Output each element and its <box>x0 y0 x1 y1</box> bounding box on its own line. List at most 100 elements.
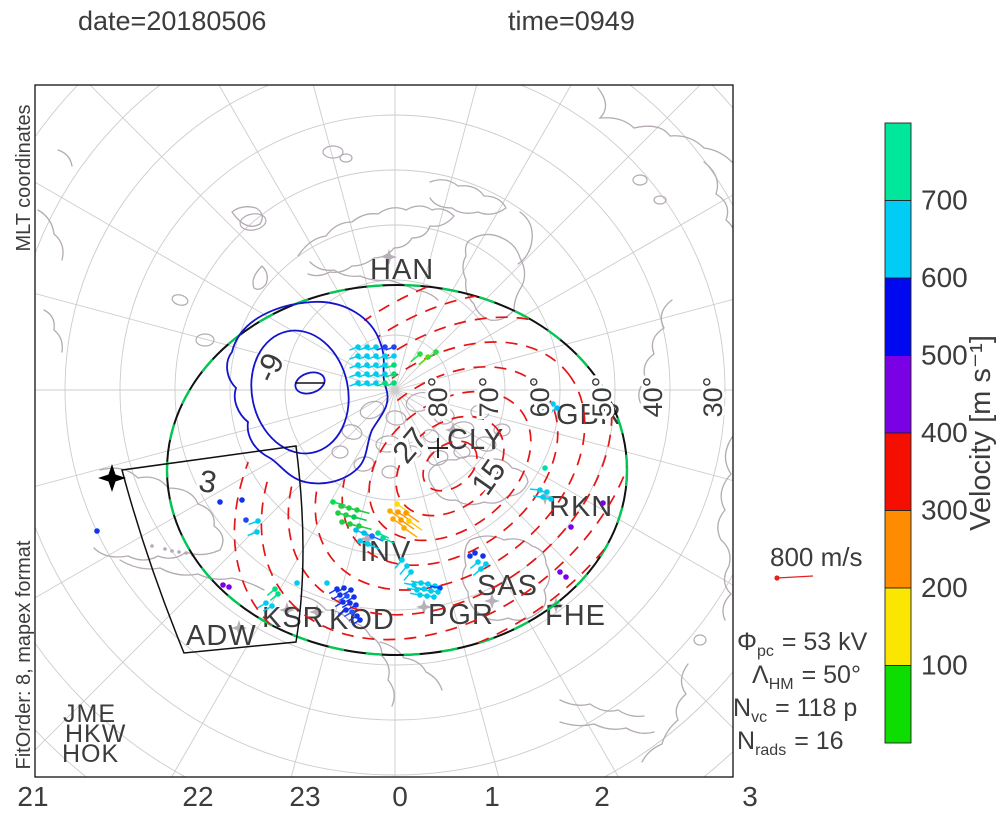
velocity-vector-dot <box>353 602 359 608</box>
velocity-vector-dot <box>364 371 370 377</box>
spacecraft-diamond-marker <box>98 464 126 492</box>
colorbar-segment <box>884 122 912 201</box>
island <box>171 294 189 306</box>
colorbar-tick-label: 100 <box>921 650 968 681</box>
velocity-vector-dot <box>365 541 371 547</box>
velocity-vector-dot <box>226 584 232 590</box>
velocity-vector-dot <box>220 582 226 588</box>
island-dot <box>170 549 174 553</box>
colorbar-tick-label: 700 <box>921 185 968 216</box>
velocity-vector-dot <box>364 344 370 350</box>
station-marker <box>231 620 247 636</box>
velocity-vector-dot <box>263 600 269 606</box>
coastline <box>517 211 533 265</box>
coastline <box>297 205 455 277</box>
velocity-vector-dot <box>217 499 223 505</box>
velocity-vector-dot <box>339 519 345 525</box>
positive-potential-contours <box>233 266 667 666</box>
mlt-meridian <box>394 389 619 777</box>
station-label: HOK <box>62 740 119 768</box>
velocity-vector-dot <box>408 569 414 575</box>
island <box>427 450 449 466</box>
velocity-vector-dot <box>337 592 343 598</box>
colorbar-segment <box>884 432 912 511</box>
colorbar-tick-label: 400 <box>921 417 968 448</box>
mlt-meridian <box>35 389 396 487</box>
latitude-label: 80° <box>423 377 453 418</box>
velocity-vector-dot <box>391 353 397 359</box>
parameter-line: Nvc = 118 p <box>733 694 857 726</box>
velocity-vector-dot <box>382 380 388 386</box>
positive-contour <box>233 266 667 666</box>
velocity-vector-dot <box>406 518 412 524</box>
coastline <box>231 206 263 227</box>
positive-contour <box>287 316 613 616</box>
island <box>475 436 497 452</box>
velocity-vector-dot <box>600 400 606 406</box>
velocity-vector-dot <box>239 497 245 503</box>
reference-vector-arrow <box>776 575 814 579</box>
mlt-tick-label: 1 <box>484 781 500 812</box>
velocity-vector-dot <box>275 591 281 597</box>
island <box>405 391 435 413</box>
negative-contour-outer <box>226 301 389 485</box>
coastline <box>597 87 733 164</box>
coastline <box>559 699 645 718</box>
station-marker <box>445 422 461 438</box>
coastline <box>57 149 73 167</box>
velocity-vector-dot <box>544 397 550 403</box>
velocity-vector-dot <box>382 353 388 359</box>
station-marker <box>541 396 557 412</box>
velocity-vector-dot <box>373 371 379 377</box>
coastline <box>379 641 443 691</box>
colorbar-segment <box>884 587 912 666</box>
reference-vector: 800 m/s <box>770 542 863 581</box>
velocity-vector-dot <box>364 353 370 359</box>
station-marker <box>309 604 325 620</box>
velocity-vector-dot <box>347 521 353 527</box>
velocity-vector-dot <box>382 371 388 377</box>
island <box>433 407 455 425</box>
velocity-vector-dot <box>269 603 275 609</box>
velocity-vector-dot <box>373 344 379 350</box>
coastline <box>93 467 224 561</box>
island <box>375 435 401 453</box>
potential-minimum-contour <box>294 371 326 395</box>
velocity-vector-dot <box>382 362 388 368</box>
station-marker <box>381 249 397 265</box>
colorbar-segment <box>884 355 912 434</box>
coastline <box>703 161 733 230</box>
coastline <box>717 435 733 621</box>
mlt-meridian <box>394 85 572 391</box>
velocity-vector-dot <box>550 401 556 407</box>
velocity-vector-dot <box>335 510 341 516</box>
fit-order-label: FitOrder: 8, mapex format <box>13 540 35 769</box>
velocity-vector-dot <box>480 553 486 559</box>
velocity-vector-dot <box>355 371 361 377</box>
velocity-vector-dot <box>391 344 397 350</box>
coastline <box>37 209 64 261</box>
island-dot <box>184 551 188 555</box>
velocity-vector-dot <box>467 553 473 559</box>
velocity-vector-dot <box>391 362 397 368</box>
velocity-vector-dot <box>351 594 357 600</box>
mlt-tick-label: 0 <box>392 781 408 812</box>
reference-vector-dot <box>774 575 780 581</box>
island <box>632 174 648 186</box>
velocity-vector-dot <box>433 349 439 355</box>
coastline <box>638 299 673 407</box>
island <box>470 404 490 420</box>
colorbar-title: Velocity [m s⁻¹] <box>965 335 997 531</box>
island <box>449 421 475 439</box>
island <box>381 465 399 479</box>
colorbar-tick-label: 600 <box>921 262 968 293</box>
velocity-vector-dot <box>340 599 346 605</box>
coastline-layer <box>37 87 733 763</box>
mlt-axis: 21 22 23 0 1 2 3 <box>17 781 757 812</box>
island <box>322 145 344 159</box>
station-marker <box>359 531 375 547</box>
graticule-layer <box>35 85 733 777</box>
